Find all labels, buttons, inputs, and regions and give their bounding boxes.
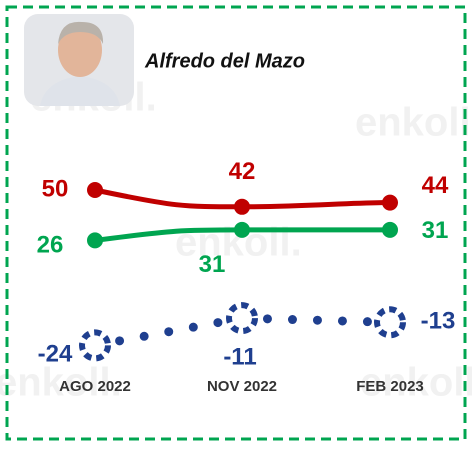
point bbox=[229, 305, 255, 331]
data-label: 31 bbox=[422, 217, 449, 244]
point bbox=[87, 232, 103, 248]
data-label: -11 bbox=[223, 343, 256, 370]
point bbox=[382, 222, 398, 238]
watermark: enkoll. bbox=[355, 101, 472, 145]
point bbox=[382, 195, 398, 211]
point bbox=[87, 182, 103, 198]
point bbox=[234, 199, 250, 215]
x-tick-label: FEB 2023 bbox=[356, 378, 424, 395]
data-label: 44 bbox=[422, 172, 449, 199]
portrait bbox=[24, 14, 134, 106]
data-label: 31 bbox=[199, 251, 226, 278]
x-tick-label: AGO 2022 bbox=[59, 378, 131, 395]
chart: enkoll. enkoll. enkoll. enkoll. enkoll. … bbox=[0, 0, 472, 452]
data-label: 26 bbox=[37, 232, 64, 259]
point bbox=[82, 332, 108, 358]
data-label: -13 bbox=[421, 308, 456, 335]
x-tick-label: NOV 2022 bbox=[207, 378, 277, 395]
chart-title: Alfredo del Mazo bbox=[144, 50, 305, 72]
point bbox=[377, 309, 403, 335]
data-label: -24 bbox=[38, 341, 73, 368]
point bbox=[234, 222, 250, 238]
data-label: 50 bbox=[42, 175, 69, 202]
data-label: 42 bbox=[229, 158, 256, 185]
